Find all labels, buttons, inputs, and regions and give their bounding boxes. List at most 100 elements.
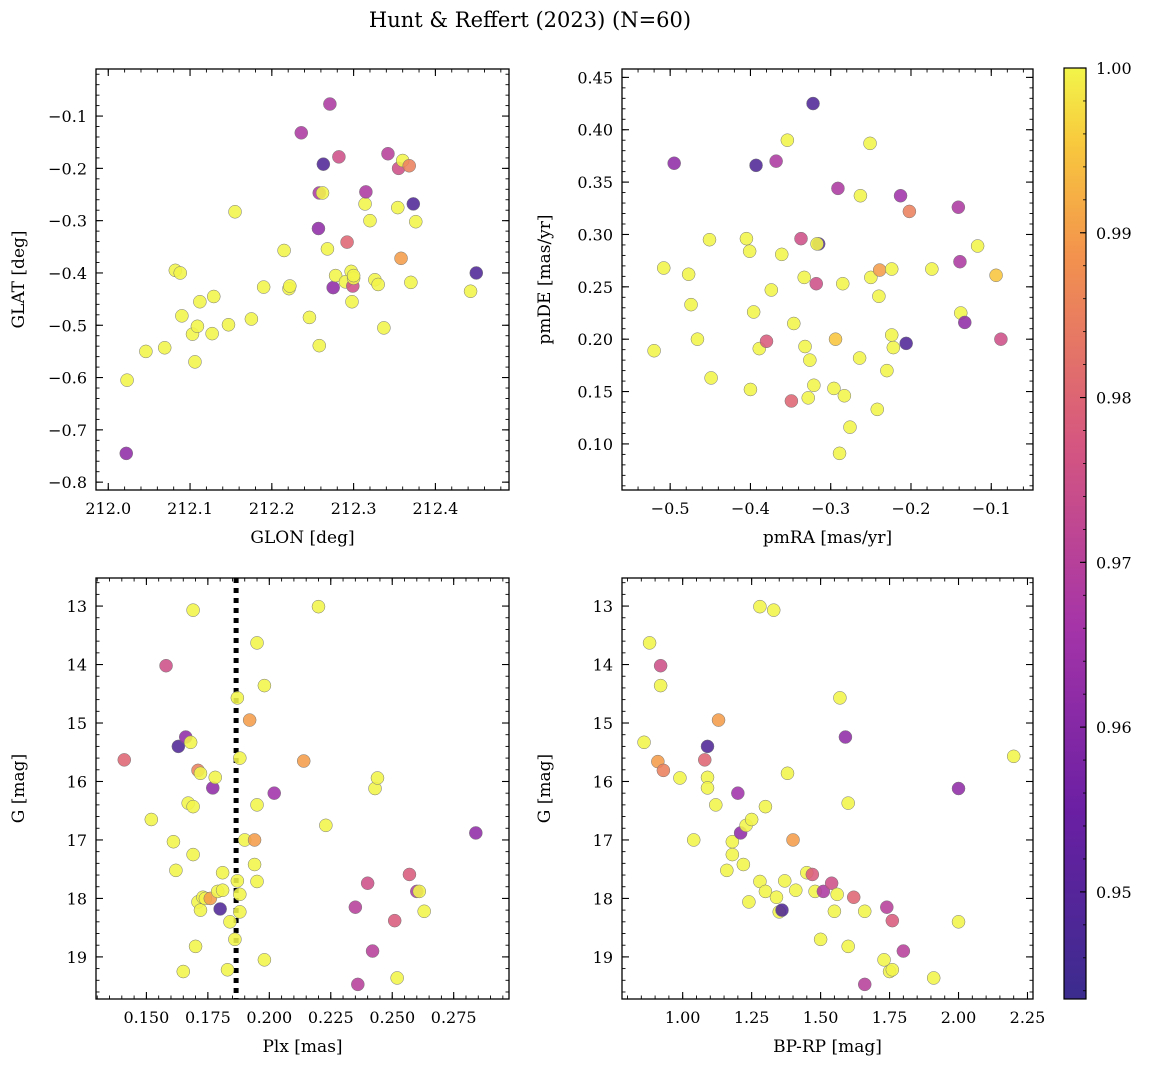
data-point <box>139 344 153 359</box>
data-point <box>1006 749 1021 764</box>
y-axis-label: G [mag] <box>535 754 555 823</box>
data-point <box>402 159 416 173</box>
data-point <box>836 276 850 291</box>
y-tick-label: −0.2 <box>48 159 87 178</box>
plot-frame <box>95 577 510 1000</box>
data-point <box>656 763 671 778</box>
data-point <box>228 932 242 947</box>
data-point <box>387 913 402 928</box>
data-point <box>841 939 855 954</box>
data-point <box>830 887 844 902</box>
data-point <box>404 275 418 290</box>
data-point <box>736 857 751 872</box>
data-point <box>803 353 817 367</box>
data-point <box>205 326 219 341</box>
data-point <box>731 786 745 800</box>
panel-plx-g: 0.150 0.175 0.200 0.225 0.250 0.275 13 14 15 16 17… <box>9 577 510 1057</box>
data-point <box>702 232 717 247</box>
data-point <box>183 735 198 750</box>
y-tick-label: 0.10 <box>577 435 613 454</box>
x-tick-label: −0.3 <box>811 499 850 518</box>
x-tick-label: −0.5 <box>651 499 690 518</box>
data-point <box>230 874 245 888</box>
y-tick-label: 13 <box>67 597 87 616</box>
data-point <box>884 262 899 276</box>
panel-pmra-pmde: −0.5 −0.4 −0.3 −0.2 −0.1 0.10 0.15 0.20 0.25 0.30… <box>535 68 1034 548</box>
data-point <box>774 247 789 262</box>
data-point <box>169 863 183 878</box>
data-point <box>233 905 247 919</box>
y-tick-label: 0.30 <box>577 225 613 244</box>
data-point <box>193 903 208 917</box>
data-point <box>667 156 681 171</box>
data-point <box>348 900 363 914</box>
data-point <box>833 691 847 705</box>
data-point <box>700 781 715 795</box>
x-tick-label: 212.4 <box>412 499 458 518</box>
data-point <box>311 221 326 236</box>
data-point <box>673 771 687 785</box>
data-point <box>193 766 208 781</box>
figure-title: Hunt & Reffert (2023) (N=60) <box>369 8 691 32</box>
data-point <box>207 289 221 304</box>
data-point <box>885 913 900 928</box>
y-tick-label: 0.25 <box>577 278 613 297</box>
data-point <box>806 96 820 111</box>
y-tick-label: −0.5 <box>48 316 87 335</box>
data-point <box>828 332 843 346</box>
data-point <box>358 197 372 211</box>
data-point <box>958 315 972 330</box>
colorbar: 0.95 0.96 0.97 0.98 0.99 1.00 <box>1063 59 1132 1000</box>
plot-frame <box>95 68 510 491</box>
plot-frame <box>621 577 1034 1000</box>
data-point <box>758 884 773 899</box>
colorbar-tick-label: 1.00 <box>1096 59 1132 78</box>
colorbar-gradient <box>1063 67 1087 1000</box>
y-tick-label: 14 <box>67 656 87 675</box>
data-point <box>857 977 872 992</box>
data-point <box>302 310 317 325</box>
data-point <box>787 316 801 331</box>
data-point <box>360 876 375 890</box>
data-point <box>642 636 657 650</box>
data-point <box>953 254 967 269</box>
data-point <box>242 713 257 727</box>
data-point <box>294 126 309 140</box>
axes-ticks: −0.5 −0.4 −0.3 −0.2 −0.1 0.10 0.15 0.20 0.25 0.30… <box>577 68 1033 518</box>
y-tick-label: 0.45 <box>577 68 613 87</box>
data-point <box>841 796 855 810</box>
data-point <box>365 944 380 958</box>
x-axis-label: pmRA [mas/yr] <box>763 528 892 548</box>
data-point <box>798 339 812 354</box>
data-point <box>656 261 671 275</box>
x-tick-label: 1.00 <box>665 1008 701 1027</box>
data-point <box>766 603 781 617</box>
data-point <box>186 799 200 814</box>
y-tick-label: 0.35 <box>577 173 613 192</box>
y-tick-label: 13 <box>593 597 613 616</box>
data-point <box>250 798 264 812</box>
data-point <box>846 890 861 905</box>
data-point <box>684 297 698 312</box>
data-point <box>230 691 245 705</box>
data-point <box>877 953 891 967</box>
data-point <box>469 826 483 840</box>
x-tick-label: 212.2 <box>249 499 295 518</box>
data-point <box>120 373 134 387</box>
data-point <box>794 231 808 246</box>
data-point <box>744 812 759 827</box>
data-point <box>805 867 820 882</box>
data-point <box>257 678 272 693</box>
data-point <box>283 279 297 293</box>
x-axis-label: GLON [deg] <box>250 528 354 548</box>
y-tick-label: 16 <box>593 772 613 791</box>
points <box>647 96 1008 461</box>
y-tick-label: −0.7 <box>48 421 87 440</box>
minor-ticks <box>96 578 509 999</box>
y-tick-label: −0.3 <box>48 212 87 231</box>
y-tick-label: 17 <box>593 831 613 850</box>
data-point <box>188 939 203 954</box>
data-point <box>359 185 373 199</box>
data-point <box>810 237 824 251</box>
data-point <box>838 730 853 744</box>
